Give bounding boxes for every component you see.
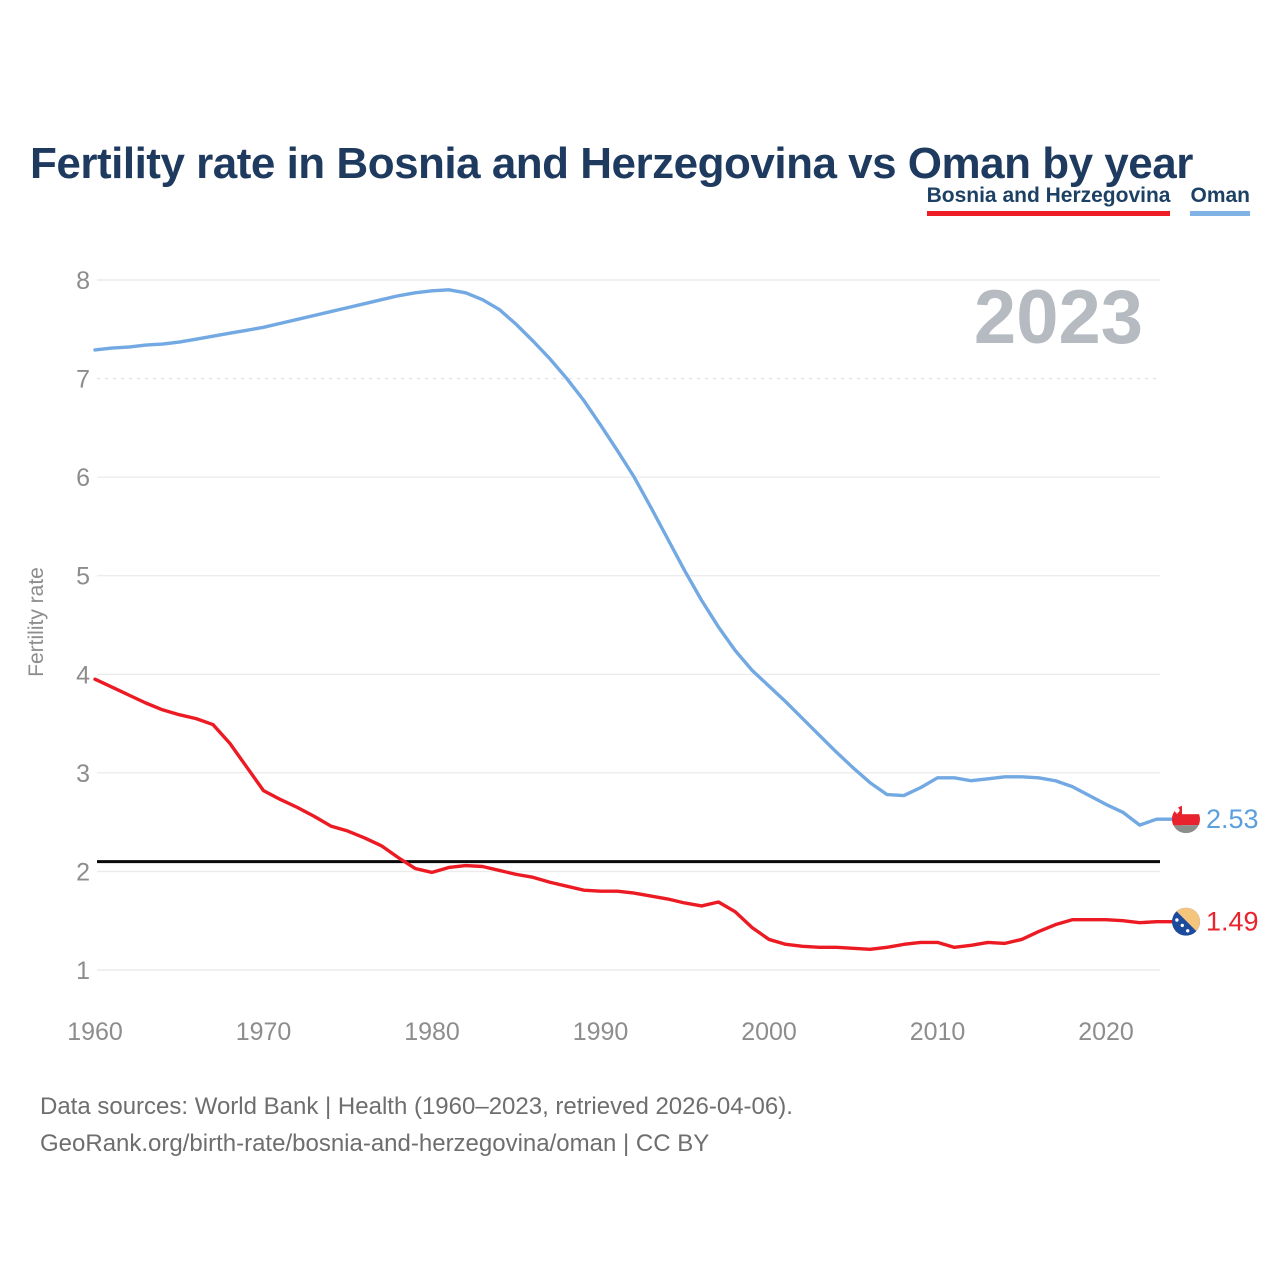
attribution-line: GeoRank.org/birth-rate/bosnia-and-herzeg… — [40, 1130, 710, 1157]
year-watermark: 2023 — [973, 275, 1143, 360]
y-tick-label: 6 — [76, 464, 90, 492]
legend-item-oman[interactable]: Oman — [1190, 184, 1250, 216]
bosnia-and-herzegovina-flag-icon — [1172, 907, 1200, 936]
y-tick-label: 7 — [76, 366, 90, 394]
x-tick-label: 2000 — [741, 1018, 797, 1046]
page-title: Fertility rate in Bosnia and Herzegovina… — [30, 139, 1193, 189]
y-tick-label: 5 — [76, 563, 90, 591]
x-tick-label: 1990 — [573, 1018, 629, 1046]
x-tick-label: 1960 — [67, 1018, 123, 1046]
x-tick-label: 2020 — [1078, 1018, 1134, 1046]
y-tick-label: 8 — [76, 267, 90, 295]
oman-end-value-label: 2.53 — [1206, 804, 1259, 834]
y-axis-title: Fertility rate — [25, 567, 48, 677]
x-tick-label: 2010 — [910, 1018, 966, 1046]
oman-series-line — [93, 288, 1174, 827]
legend: Bosnia and Herzegovina Oman — [926, 184, 1250, 216]
x-tick-label: 1970 — [236, 1018, 292, 1046]
footer: Data sources: World Bank | Health (1960–… — [40, 1088, 793, 1162]
oman-flag-icon — [1172, 805, 1200, 834]
bosnia-series-line — [93, 677, 1174, 951]
y-tick-label: 1 — [76, 957, 90, 985]
legend-item-bosnia-and-herzegovina[interactable]: Bosnia and Herzegovina — [926, 184, 1171, 216]
x-tick-label: 1980 — [404, 1018, 460, 1046]
y-tick-label: 4 — [76, 661, 90, 689]
data-sources-line: Data sources: World Bank | Health (1960–… — [40, 1093, 793, 1120]
bosnia-end-value-label: 1.49 — [1206, 907, 1259, 937]
y-tick-label: 2 — [76, 858, 90, 886]
y-tick-label: 3 — [76, 760, 90, 788]
